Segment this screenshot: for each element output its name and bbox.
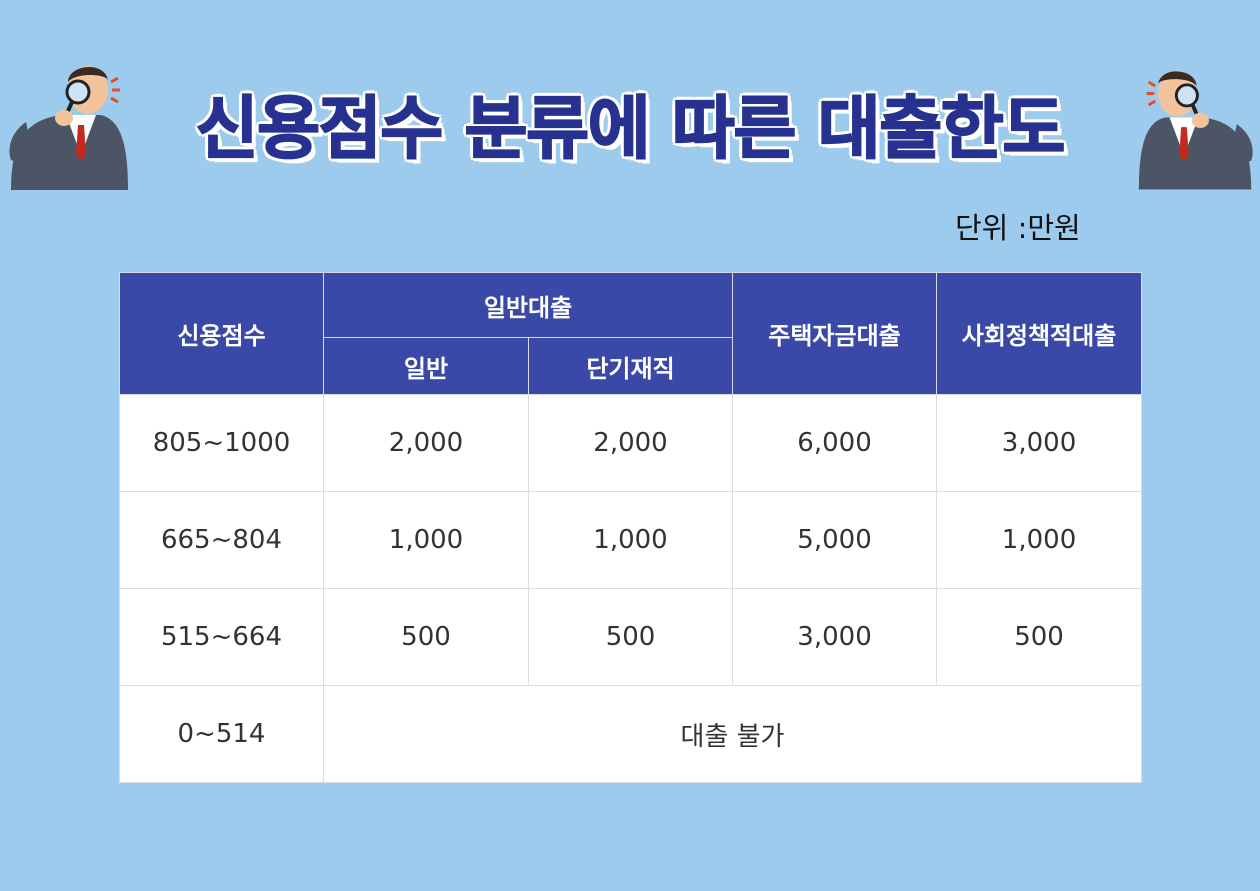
cell-score: 665~804 bbox=[119, 491, 324, 589]
header-housing: 주택자금대출 bbox=[732, 272, 938, 395]
cell-social-policy: 500 bbox=[936, 588, 1143, 686]
cell-housing: 5,000 bbox=[732, 491, 938, 589]
table-row: 805~1000 2,000 2,000 6,000 3,000 bbox=[119, 394, 1143, 492]
page-title: 신용점수 분류에 따른 대출한도 bbox=[195, 89, 1066, 170]
cell-social-policy: 3,000 bbox=[936, 394, 1143, 492]
cell-score: 515~664 bbox=[119, 588, 324, 686]
cell-social-policy: 1,000 bbox=[936, 491, 1143, 589]
loan-limit-table: 신용점수 일반대출 주택자금대출 사회정책적대출 일반 단기재직 805~100… bbox=[119, 272, 1143, 783]
unit-label: 단위 :만원 bbox=[955, 211, 1081, 245]
cell-general: 500 bbox=[323, 588, 529, 686]
cell-short-term: 2,000 bbox=[527, 394, 734, 492]
cell-general: 2,000 bbox=[323, 394, 529, 492]
cell-score: 805~1000 bbox=[119, 394, 324, 492]
header-short-term: 단기재직 bbox=[527, 337, 734, 395]
cell-score: 0~514 bbox=[119, 685, 324, 783]
businessman-magnifier-icon bbox=[1138, 70, 1253, 190]
table-row: 515~664 500 500 3,000 500 bbox=[119, 588, 1143, 686]
cell-short-term: 500 bbox=[527, 588, 734, 686]
table-header-row: 신용점수 일반대출 주택자금대출 사회정책적대출 bbox=[119, 272, 1143, 395]
cell-general: 1,000 bbox=[323, 491, 529, 589]
table-row: 665~804 1,000 1,000 5,000 1,000 bbox=[119, 491, 1143, 589]
cell-loan-unavailable: 대출 불가 bbox=[322, 685, 1143, 783]
header-general: 일반 bbox=[323, 337, 529, 395]
cell-housing: 3,000 bbox=[732, 588, 938, 686]
table-row: 0~514 대출 불가 bbox=[119, 685, 1143, 783]
header-score: 신용점수 bbox=[119, 272, 324, 395]
header-general-loan: 일반대출 bbox=[322, 272, 734, 338]
businessman-magnifier-icon bbox=[9, 66, 128, 190]
cell-short-term: 1,000 bbox=[527, 491, 734, 589]
cell-housing: 6,000 bbox=[732, 394, 938, 492]
header-social-policy: 사회정책적대출 bbox=[936, 272, 1143, 395]
